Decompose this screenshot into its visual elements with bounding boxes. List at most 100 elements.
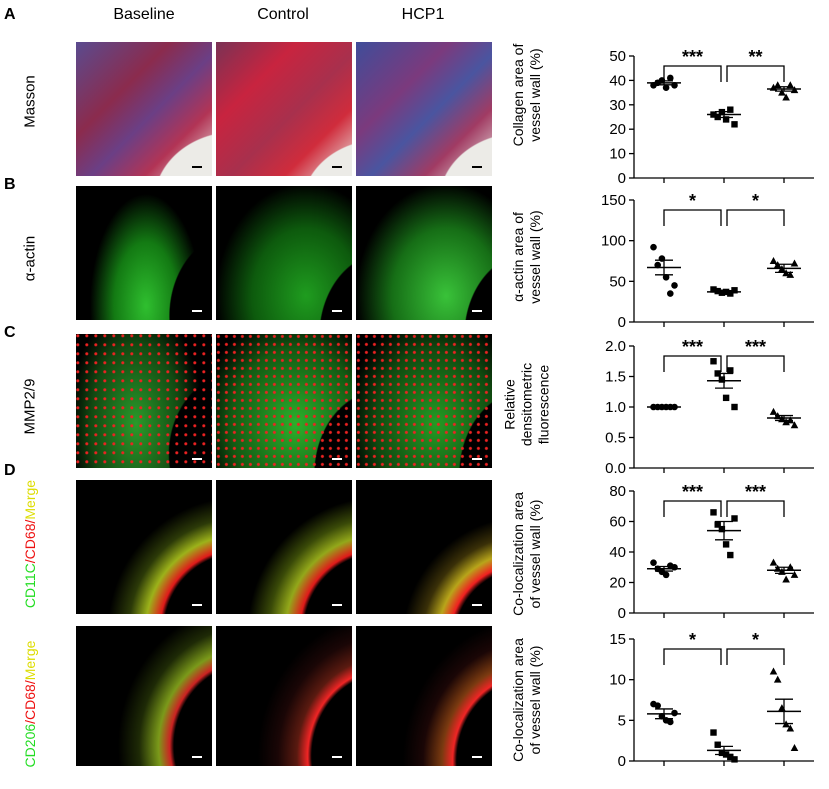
significance-bracket: [663, 355, 722, 372]
significance-bracket: [726, 500, 785, 517]
chart-a-ylabel-line2: vessel wall (%): [527, 48, 543, 142]
chart-b-ylabel-line1: α-actin area of: [510, 212, 526, 302]
panel-letter-b: B: [4, 176, 16, 193]
panel-letter-c: C: [4, 324, 16, 341]
data-point-square: [731, 287, 738, 294]
y-tick-label: 0.0: [605, 460, 626, 477]
y-tick-label: 10: [609, 146, 626, 163]
y-tick-label: 50: [609, 48, 626, 65]
row-label-cd206: CD206/CD68/Merge: [22, 619, 38, 789]
significance-stars: ***: [682, 337, 703, 357]
data-point-triangle: [769, 667, 778, 675]
data-point-triangle: [773, 675, 782, 683]
data-point-circle: [654, 702, 661, 709]
masson-hcp1-image: [356, 42, 492, 176]
significance-stars: ***: [682, 47, 703, 67]
data-point-square: [710, 729, 717, 736]
column-header-baseline: Baseline: [113, 6, 175, 23]
y-tick-label: 60: [609, 514, 626, 531]
data-point-circle: [650, 559, 657, 566]
chart-c-ylabel-line1: Relative: [501, 379, 518, 430]
label-slash-2: /: [22, 519, 38, 524]
data-point-triangle: [769, 558, 778, 566]
chart-b-ylabel-line2: vessel wall (%): [527, 210, 543, 304]
data-point-square: [722, 394, 730, 402]
data-point-square: [710, 286, 717, 293]
data-point-square: [731, 403, 738, 411]
panel-letter-a: A: [4, 6, 16, 23]
chart-d1-ylabel-line1: Co-localization area: [510, 492, 526, 616]
data-point-square: [710, 509, 717, 516]
cd206-baseline-image: [76, 626, 212, 766]
actin-control-image: [216, 186, 352, 320]
data-point-triangle: [782, 575, 790, 583]
label-slash-3: /: [22, 719, 38, 724]
chart-d1-ylabel-line2: of vessel wall (%): [527, 499, 543, 609]
y-tick-label: 150: [601, 192, 626, 209]
data-point-square: [722, 116, 730, 123]
masson-baseline-image: [76, 42, 212, 176]
chart-b: 0 50 100 150 * *: [601, 191, 814, 331]
mmp-baseline-image: [76, 334, 212, 468]
significance-bracket: [726, 648, 785, 665]
data-point-square: [731, 756, 738, 763]
data-point-triangle: [778, 88, 786, 96]
data-point-triangle: [790, 259, 799, 267]
actin-hcp1-image: [356, 186, 492, 320]
data-point-circle: [671, 563, 678, 571]
cd206-hcp1-image: [356, 626, 492, 766]
significance-stars: *: [689, 630, 696, 650]
data-point-triangle: [790, 743, 799, 751]
column-header-control: Control: [257, 6, 309, 23]
row-label-cd11c: CD11C/CD68/Merge: [22, 464, 38, 624]
chart-c: 0.0 0.5 1.0 1.5 2.0 *** ***: [605, 337, 814, 477]
chart-c-ylabel-line2: densitometric: [518, 362, 535, 447]
label-merge-2: Merge: [22, 640, 38, 681]
y-tick-label: 0: [618, 314, 626, 331]
significance-bracket: [726, 209, 785, 226]
data-point-triangle: [790, 570, 799, 578]
significance-stars: **: [748, 47, 762, 67]
label-cd206: CD206: [22, 723, 38, 768]
actin-baseline-image: [76, 186, 212, 320]
label-cd68-1: CD68: [22, 523, 38, 560]
data-point-circle: [671, 282, 678, 289]
significance-stars: *: [689, 191, 696, 211]
cd11c-hcp1-image: [356, 480, 492, 614]
chart-d2-ylabel-line2: of vessel wall (%): [527, 645, 543, 755]
data-point-triangle: [782, 418, 790, 426]
data-point-triangle: [786, 724, 795, 732]
label-slash-1: /: [22, 559, 38, 564]
data-point-circle: [667, 74, 674, 82]
y-tick-label: 1.0: [605, 399, 626, 416]
y-tick-label: 5: [618, 712, 626, 729]
data-point-square: [714, 521, 721, 528]
masson-control-image: [216, 42, 352, 176]
y-tick-label: 0.5: [605, 430, 626, 447]
y-tick-label: 15: [609, 631, 626, 648]
y-tick-label: 10: [609, 672, 626, 689]
cd11c-baseline-image: [76, 480, 212, 614]
significance-bracket: [663, 209, 722, 226]
data-point-circle: [662, 273, 670, 281]
data-point-triangle: [782, 93, 790, 101]
chart-d1: 0 20 40 60 80 *** ***: [609, 482, 814, 622]
significance-stars: *: [752, 630, 759, 650]
significance-bracket: [663, 648, 722, 665]
chart-c-ylabel: Relative densitometric fluorescence: [502, 335, 553, 475]
y-tick-label: 0: [618, 753, 626, 770]
y-tick-label: 2.0: [605, 338, 626, 355]
label-slash-4: /: [22, 680, 38, 685]
data-point-circle: [650, 243, 657, 251]
chart-d2-ylabel-line1: Co-localization area: [510, 638, 526, 762]
y-tick-label: 1.5: [605, 369, 626, 386]
row-label-actin: α-actin: [21, 235, 39, 282]
data-point-circle: [654, 261, 661, 269]
label-cd11c: CD11C: [22, 563, 38, 609]
row-label-mmp: MMP2/9: [21, 378, 39, 435]
y-tick-label: 30: [609, 97, 626, 114]
mmp-control-image: [216, 334, 352, 468]
data-point-triangle: [786, 270, 795, 278]
data-point-circle: [671, 709, 678, 717]
